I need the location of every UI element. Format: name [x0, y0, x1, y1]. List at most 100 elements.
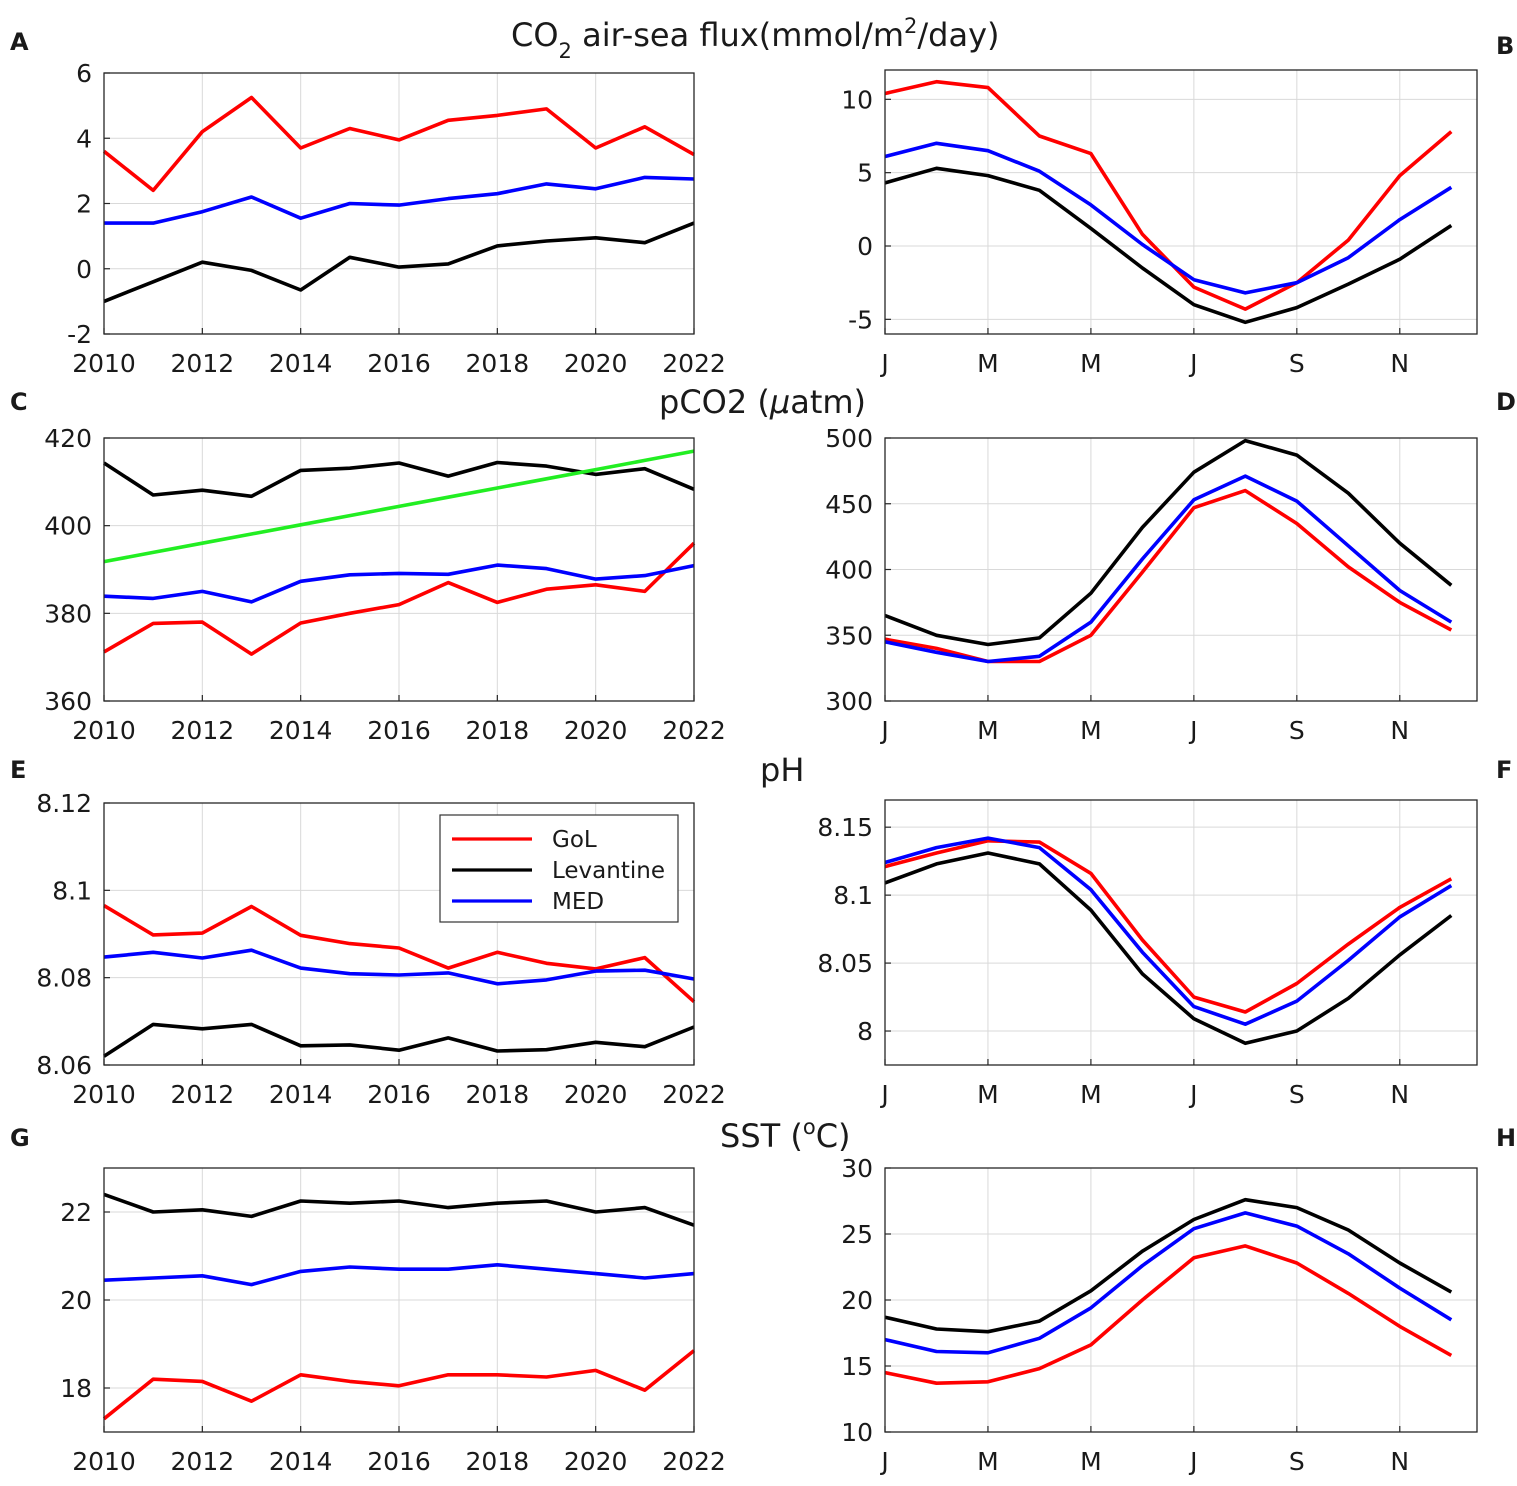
series-line-h-med [884, 1211, 1453, 1355]
y-tick-label-e-1: 8.08 [36, 964, 92, 993]
row-title-pco2: pCO2 (μatm) [659, 383, 866, 421]
panel-b-flux-monthly: J M M J S N -5 0 5 10 [841, 69, 1478, 378]
x-tick-label-d-5: N [1390, 716, 1409, 745]
x-tick-label-h-4: S [1289, 1447, 1305, 1476]
x-tick-label-c-0: 2010 [72, 716, 136, 745]
panel-letter-e: E [10, 756, 26, 784]
y-tick-label-g-1: 20 [60, 1286, 92, 1315]
legend-label-med: MED [552, 889, 604, 915]
y-tick-label-e-2: 8.1 [52, 876, 92, 905]
panel-h-sst-monthly: J M M J S N 10 15 20 25 30 [841, 1154, 1478, 1476]
series-line-g-med [103, 1263, 695, 1287]
x-tick-label-e-6: 2022 [662, 1080, 726, 1109]
legend-item-levantine: Levantine [452, 858, 665, 884]
y-tick-label-h-2: 20 [841, 1286, 873, 1315]
series-line-c-trend [103, 449, 695, 564]
x-tick-label-f-5: N [1390, 1080, 1409, 1109]
x-tick-label-b-2: M [1080, 349, 1102, 378]
plot-area-f [885, 800, 1477, 1065]
x-tick-label-f-2: M [1080, 1080, 1102, 1109]
x-tick-label-h-5: N [1390, 1447, 1409, 1476]
x-tick-label-g-2: 2014 [269, 1447, 333, 1476]
y-tick-label-g-0: 18 [60, 1374, 92, 1403]
panel-e-ph-yearly: 2010 2012 2014 2016 2018 2020 2022 8.06 8.08 8.1 8… [36, 789, 725, 1109]
x-tick-label-b-3: J [1188, 349, 1197, 378]
series-line-a-levantine [103, 221, 695, 304]
y-tick-label-f-3: 8.15 [817, 813, 873, 842]
x-tick-label-f-0: J [879, 1080, 888, 1109]
x-tick-label-g-4: 2018 [466, 1447, 530, 1476]
y-tick-label-f-2: 8.1 [833, 881, 873, 910]
x-tick-label-e-4: 2018 [466, 1080, 530, 1109]
x-tick-label-a-3: 2016 [367, 349, 431, 378]
series-line-c-levantine [103, 460, 695, 499]
x-tick-label-a-0: 2010 [72, 349, 136, 378]
x-tick-label-b-1: M [977, 349, 999, 378]
panel-d-pco2-monthly: J M M J S N 300 350 400 450 500 [825, 424, 1478, 745]
series-line-e-med [103, 948, 695, 986]
x-tick-label-f-1: M [977, 1080, 999, 1109]
y-tick-label-c-2: 400 [44, 512, 92, 541]
y-tick-label-g-2: 22 [60, 1198, 92, 1227]
legend-label-levantine: Levantine [552, 858, 665, 884]
x-tick-label-d-1: M [977, 716, 999, 745]
x-tick-label-h-2: M [1080, 1447, 1102, 1476]
series-line-a-med [104, 175, 695, 225]
x-tick-label-c-3: 2016 [367, 716, 431, 745]
series-line-h-gol [884, 1244, 1453, 1385]
x-tick-label-a-6: 2022 [662, 349, 726, 378]
panel-letter-b: B [1496, 32, 1514, 60]
y-tick-label-e-3: 8.12 [36, 789, 92, 818]
x-tick-label-d-3: J [1188, 716, 1197, 745]
x-tick-label-c-6: 2022 [662, 716, 726, 745]
x-tick-label-d-4: S [1289, 716, 1305, 745]
panel-f-ph-monthly: J M M J S N 8 8.05 8.1 8.15 [817, 799, 1478, 1109]
x-tick-label-g-5: 2020 [564, 1447, 628, 1476]
series-line-g-gol [102, 1349, 696, 1421]
y-tick-label-b-0: -5 [848, 305, 873, 334]
legend-item-med: MED [452, 889, 604, 915]
x-tick-label-b-5: N [1390, 349, 1409, 378]
row-title-sst: SST (oC) [720, 1115, 851, 1155]
x-tick-label-g-6: 2022 [662, 1447, 726, 1476]
y-tick-label-b-3: 10 [841, 85, 873, 114]
x-tick-label-f-3: J [1188, 1080, 1197, 1109]
series-line-c-gol [103, 541, 696, 656]
panel-letter-g: G [10, 1124, 30, 1152]
legend: GoL Levantine MED [439, 814, 679, 923]
x-tick-label-h-0: J [879, 1447, 888, 1476]
y-tick-label-a-2: 2 [76, 190, 92, 219]
x-tick-label-c-2: 2014 [269, 716, 333, 745]
y-tick-label-d-4: 500 [825, 424, 873, 453]
y-tick-label-h-3: 25 [841, 1220, 873, 1249]
y-tick-label-d-3: 450 [825, 490, 873, 519]
y-tick-label-d-0: 300 [825, 687, 873, 716]
x-tick-label-h-1: M [977, 1447, 999, 1476]
x-tick-label-h-3: J [1188, 1447, 1197, 1476]
panel-letter-d: D [1496, 388, 1516, 416]
x-tick-label-d-2: M [1080, 716, 1102, 745]
series-line-c-med [103, 563, 695, 604]
x-tick-label-e-2: 2014 [269, 1080, 333, 1109]
y-tick-label-d-2: 400 [825, 556, 873, 585]
x-tick-label-e-5: 2020 [564, 1080, 628, 1109]
y-tick-label-a-1: 0 [76, 255, 92, 284]
y-tick-label-a-4: 6 [76, 59, 92, 88]
x-tick-label-b-4: S [1289, 349, 1305, 378]
y-tick-label-f-1: 8.05 [817, 949, 873, 978]
x-tick-label-d-0: J [879, 716, 888, 745]
x-tick-label-a-5: 2020 [564, 349, 628, 378]
series-line-e-levantine [103, 1022, 695, 1058]
y-tick-label-e-0: 8.06 [36, 1051, 92, 1080]
series-line-b-med [884, 141, 1453, 295]
y-tick-label-h-1: 15 [841, 1352, 873, 1381]
x-tick-label-e-0: 2010 [72, 1080, 136, 1109]
series-line-d-levantine [884, 438, 1453, 647]
y-tick-label-a-3: 4 [76, 124, 92, 153]
axes-box-b [884, 69, 1478, 335]
series-line-d-med [884, 474, 1453, 664]
y-tick-label-h-0: 10 [841, 1418, 873, 1447]
panel-letter-c: C [10, 388, 28, 416]
